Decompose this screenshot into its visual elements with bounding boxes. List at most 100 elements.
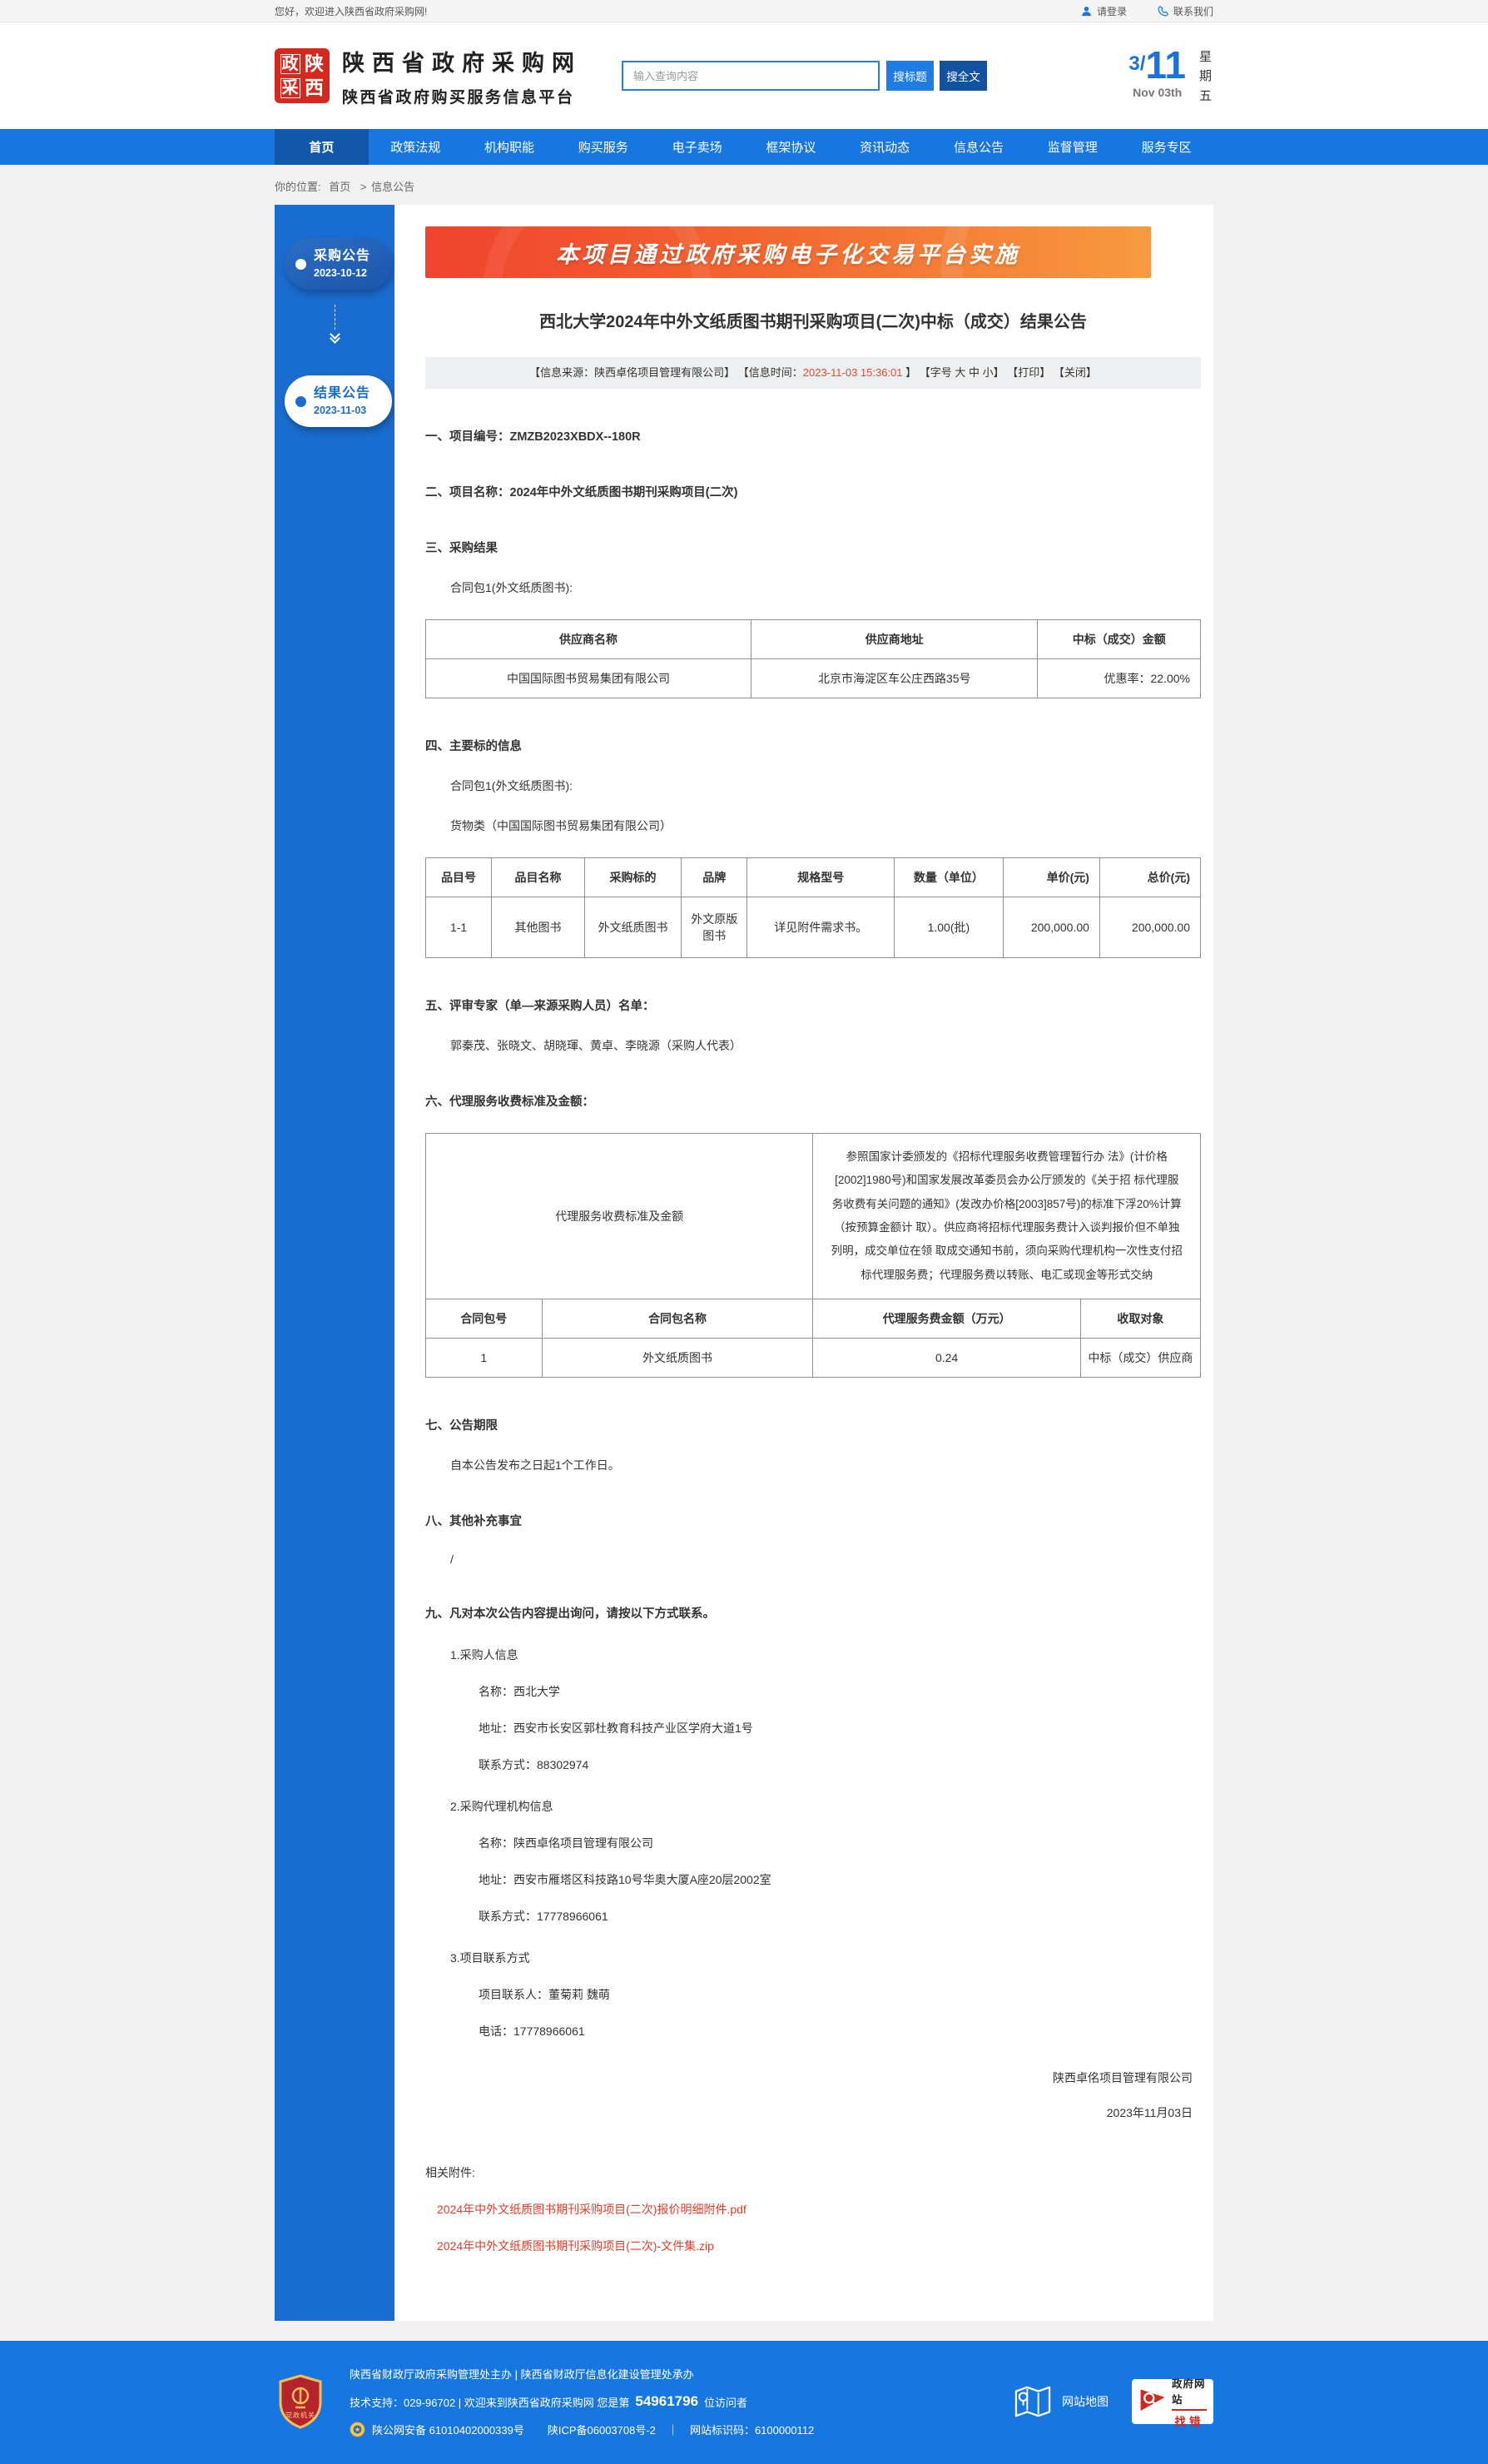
table-cell: 详见附件需求书。 <box>746 897 895 958</box>
agency-name: 名称：陕西卓佲项目管理有限公司 <box>479 1836 653 1850</box>
table-cell: 200,000.00 <box>1099 897 1202 958</box>
police-badge-icon <box>350 2422 365 2437</box>
contact-label: 联系我们 <box>1173 5 1213 17</box>
nav-item-framework-agreement[interactable]: 框架协议 <box>766 141 816 155</box>
table-cell: 0.24 <box>812 1338 1081 1379</box>
breadcrumb-home[interactable]: 首页 <box>329 181 351 193</box>
contact-info: 1.采购人信息 名称：西北大学 地址：西安市长安区郭杜教育科技产业区学府大道1号… <box>425 1647 1201 2039</box>
table-header-cell: 品目号 <box>424 857 493 897</box>
nav-item-supervision[interactable]: 监督管理 <box>1047 141 1098 155</box>
nav-item-home[interactable]: 首页 <box>275 129 369 165</box>
section-9-heading: 九、凡对本次公告内容提出询问，请按以下方式联系。 <box>425 1607 715 1622</box>
section-5-heading: 五、评审专家（单—来源采购人员）名单： <box>425 1000 655 1013</box>
project-contact-person: 项目联系人：董菊莉 魏萌 <box>479 1988 610 2002</box>
search-fulltext-button[interactable]: 搜全文 <box>940 61 987 91</box>
agency-info-title: 2.采购代理机构信息 <box>450 1800 553 1814</box>
map-icon <box>1014 2386 1051 2417</box>
step-label: 结果公告 <box>314 386 371 401</box>
table-header-row: 品目号 品目名称 采购标的 品牌 规格型号 数量（单位） 单价(元) 总价(元) <box>424 857 1202 897</box>
close-button[interactable]: 【关闭】 <box>1053 366 1097 379</box>
attachments: 相关附件: 2024年中外文纸质图书期刊采购项目(二次)报价明细附件.pdf 2… <box>425 2164 1201 2254</box>
login-label: 请登录 <box>1096 5 1127 17</box>
attachment-link-pdf[interactable]: 2024年中外文纸质图书期刊采购项目(二次)报价明细附件.pdf <box>437 2203 746 2217</box>
table-header-cell: 总价(元) <box>1099 857 1202 897</box>
agency-fee-table: 代理服务收费标准及金额 参照国家计委颁发的《招标代理服务收费管理暂行办 法》(计… <box>424 1132 1202 1379</box>
signature-date: 2023年11月03日 <box>1106 2106 1193 2120</box>
footer-visitor-line: 技术支持：029-96702 | 欢迎来到陕西省政府采购网 您是第 549617… <box>350 2393 748 2410</box>
table-cell: 中标（成交）供应商 <box>1079 1338 1202 1379</box>
nav-item-service-zone[interactable]: 服务专区 <box>1141 141 1192 155</box>
nav-item-news[interactable]: 资讯动态 <box>860 141 910 155</box>
font-size-control[interactable]: 【字号 大 中 小】 <box>919 366 1004 379</box>
bid-items-table: 品目号 品目名称 采购标的 品牌 规格型号 数量（单位） 单价(元) 总价(元)… <box>424 857 1202 958</box>
table-header-row: 合同包号 合同包名称 代理服务费金额（万元） 收取对象 <box>425 1299 1202 1339</box>
logo-char: 陕 <box>305 52 324 74</box>
table-header-cell: 品目名称 <box>491 857 585 897</box>
agency-phone: 联系方式：17778966061 <box>479 1910 608 1924</box>
search-title-button[interactable]: 搜标题 <box>886 61 934 91</box>
table-cell: 其他图书 <box>491 897 585 958</box>
icp-record[interactable]: 陕ICP备06003708号-2 <box>547 2424 656 2437</box>
article-meta-bar: 【信息来源：陕西卓佲项目管理有限公司】 【信息时间：2023-11-03 15:… <box>425 357 1201 389</box>
section-4-category: 货物类（中国国际图书贸易集团有限公司） <box>450 819 672 832</box>
nav-item-purchase-services[interactable]: 购买服务 <box>578 141 628 155</box>
table-cell: 外文纸质图书 <box>583 897 682 958</box>
contact-link[interactable]: 联系我们 <box>1157 4 1213 18</box>
sitemap-link[interactable]: 网站地图 <box>1014 2384 1109 2419</box>
attachment-link-zip[interactable]: 2024年中外文纸质图书期刊采购项目(二次)-文件集.zip <box>437 2239 714 2253</box>
login-link[interactable]: 请登录 <box>1080 4 1127 18</box>
nav-item-e-marketplace[interactable]: 电子卖场 <box>672 141 722 155</box>
nav-item-functions[interactable]: 机构职能 <box>484 141 534 155</box>
table-cell: 1 <box>425 1338 543 1379</box>
table-cell: 北京市海淀区车公庄西路35号 <box>751 658 1039 698</box>
nav-item-policies[interactable]: 政策法规 <box>390 141 441 155</box>
table-header-row: 供应商名称 供应商地址 中标（成交）金额 <box>424 619 1201 659</box>
error-report-badge[interactable]: 政府网站 找错 <box>1132 2378 1213 2428</box>
section-6-heading: 六、代理服务收费标准及金额： <box>425 1095 594 1109</box>
date-widget: 3/ 11 Nov 03th 星期五 <box>1128 46 1213 106</box>
content-area: 采购公告 2023-10-12 结果公告 2023-11-03 本项目通过政府采… <box>275 205 1213 2322</box>
buyer-phone: 联系方式：88302974 <box>479 1758 589 1772</box>
signature-block: 陕西卓佲项目管理有限公司 2023年11月03日 <box>425 2069 1193 2121</box>
party-emblem-icon: 党政机关 <box>275 2374 326 2429</box>
agency-address: 地址：西安市雁塔区科技路10号华奥大厦A座20层2002室 <box>479 1873 771 1887</box>
info-time-value: 2023-11-03 15:36:01 <box>802 366 903 379</box>
table-header-cell: 合同包名称 <box>541 1299 814 1339</box>
table-header-cell: 合同包号 <box>425 1299 543 1339</box>
breadcrumb-current[interactable]: 信息公告 <box>371 181 415 193</box>
date-weekday: 星期五 <box>1199 50 1213 103</box>
section-2-project-name: 二、项目名称：2024年中外文纸质图书期刊采购项目(二次) <box>425 486 738 499</box>
expert-names: 郭秦茂、张晓文、胡晓琿、黄卓、李晓源（采购人代表） <box>450 1039 742 1052</box>
table-header-cell: 单价(元) <box>1002 857 1100 897</box>
section-8-body: / <box>450 1552 454 1567</box>
table-header-cell: 规格型号 <box>746 857 895 897</box>
table-header-cell: 数量（单位） <box>894 857 1004 897</box>
sidebar-step-purchase-notice[interactable]: 采购公告 2023-10-12 <box>285 238 392 290</box>
table-header-cell: 中标（成交）金额 <box>1037 619 1201 659</box>
print-button[interactable]: 【打印】 <box>1007 366 1051 379</box>
info-time-suffix: 】 <box>902 366 917 379</box>
logo-char: 西 <box>305 77 324 98</box>
public-security-record[interactable]: 陕公网安备 61010402000339号 <box>372 2424 524 2437</box>
signature-company: 陕西卓佲项目管理有限公司 <box>1053 2071 1193 2085</box>
table-cell: 外文原版图书 <box>681 897 748 958</box>
section-7-body: 自本公告发布之日起1个工作日。 <box>450 1458 620 1473</box>
table-header-cell: 品牌 <box>681 857 748 897</box>
attachments-title: 相关附件: <box>425 2166 475 2180</box>
table-cell: 中国国际图书贸易集团有限公司 <box>424 658 752 698</box>
site-title: 陕西省政府采购网 <box>342 50 582 76</box>
nav-item-announcements[interactable]: 信息公告 <box>953 141 1004 155</box>
section-3-heading: 三、采购结果 <box>425 542 498 555</box>
bullet-dot-icon <box>295 395 306 407</box>
project-contact-title: 3.项目联系方式 <box>450 1951 530 1965</box>
site-logo[interactable]: 政 陕 采 西 <box>275 48 330 103</box>
table-header-cell: 代理服务费金额（万元） <box>812 1299 1081 1339</box>
logo-char: 采 <box>280 77 300 98</box>
sidebar-step-result-notice[interactable]: 结果公告 2023-11-03 <box>285 375 392 427</box>
search-input[interactable] <box>622 61 880 91</box>
table-cell: 1.00(批) <box>894 897 1004 958</box>
project-contact-phone: 电话：17778966061 <box>479 2024 585 2039</box>
arrow-down-icon <box>275 305 394 344</box>
step-date: 2023-10-12 <box>314 266 367 279</box>
